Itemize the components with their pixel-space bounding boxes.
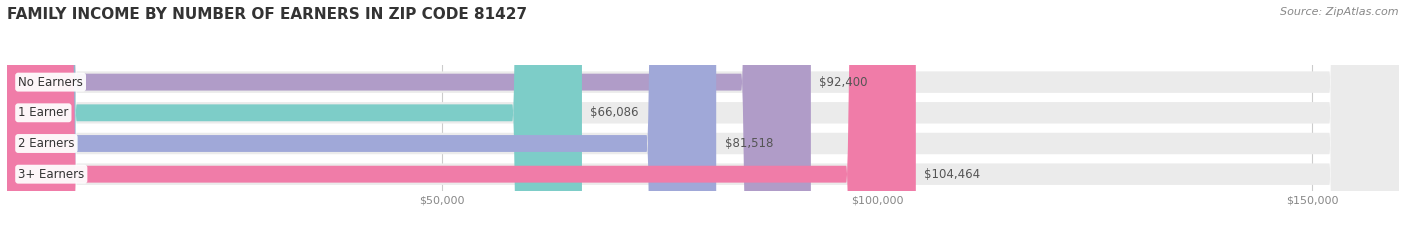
Text: 1 Earner: 1 Earner — [18, 106, 69, 119]
FancyBboxPatch shape — [7, 0, 1399, 233]
FancyBboxPatch shape — [7, 0, 1399, 233]
FancyBboxPatch shape — [7, 0, 716, 233]
Text: $92,400: $92,400 — [820, 76, 868, 89]
Text: $81,518: $81,518 — [724, 137, 773, 150]
Text: 2 Earners: 2 Earners — [18, 137, 75, 150]
FancyBboxPatch shape — [7, 0, 915, 233]
Text: Source: ZipAtlas.com: Source: ZipAtlas.com — [1281, 7, 1399, 17]
Text: $66,086: $66,086 — [591, 106, 638, 119]
FancyBboxPatch shape — [7, 0, 582, 233]
Text: $104,464: $104,464 — [924, 168, 980, 181]
FancyBboxPatch shape — [7, 0, 1399, 233]
Text: 3+ Earners: 3+ Earners — [18, 168, 84, 181]
FancyBboxPatch shape — [7, 0, 811, 233]
Text: No Earners: No Earners — [18, 76, 83, 89]
FancyBboxPatch shape — [7, 0, 1399, 233]
Text: FAMILY INCOME BY NUMBER OF EARNERS IN ZIP CODE 81427: FAMILY INCOME BY NUMBER OF EARNERS IN ZI… — [7, 7, 527, 22]
